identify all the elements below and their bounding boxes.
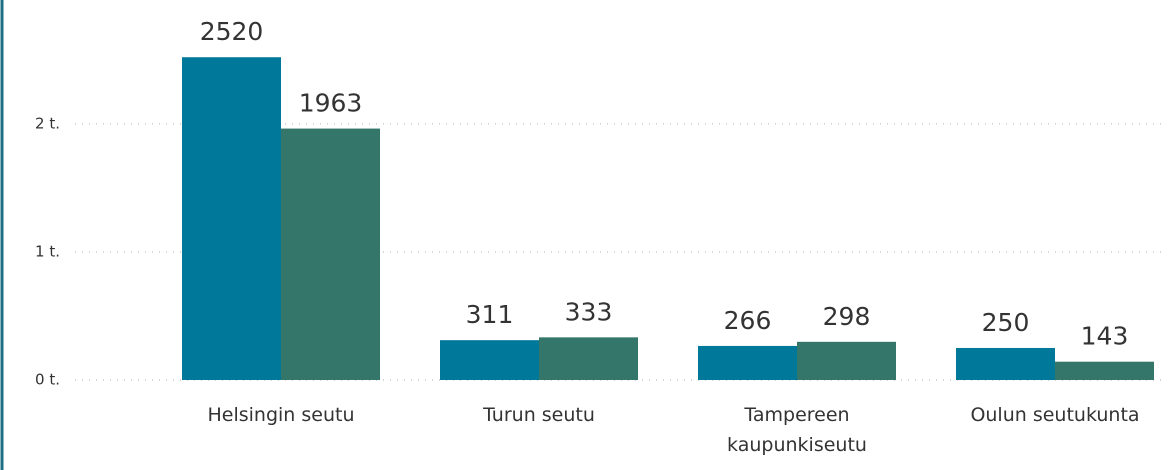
bar: [698, 345, 797, 380]
x-tick-label-box: Oulun seutukunta: [970, 404, 1140, 426]
x-tick-label: Tampereen kaupunkiseutu: [727, 404, 867, 456]
x-tick-label: Oulun seutukunta: [970, 404, 1140, 426]
x-tick-label: Turun seutu: [483, 404, 595, 426]
bar: [440, 340, 539, 380]
bar: [182, 57, 281, 380]
x-tick-label-box: Helsingin seutu: [207, 404, 355, 426]
x-tick-label-box: Turun seutu: [483, 404, 595, 426]
bar: [281, 128, 380, 380]
data-label: 1963: [299, 89, 363, 118]
y-tick-label: 2 t.: [35, 114, 60, 132]
data-label: 143: [1081, 322, 1129, 351]
bar: [1055, 361, 1154, 380]
bar: [539, 337, 638, 380]
bar: [797, 341, 896, 380]
data-label: 250: [982, 308, 1030, 337]
x-tick-label-box: Tampereen kaupunkiseutu: [727, 404, 867, 456]
bar: [956, 347, 1055, 380]
data-label: 311: [466, 300, 514, 329]
data-label: 266: [724, 306, 772, 335]
data-label: 2520: [200, 17, 264, 46]
data-label: 298: [823, 302, 871, 331]
y-tick-label: 1 t.: [35, 242, 60, 260]
data-label: 333: [565, 297, 613, 326]
x-tick-label: Helsingin seutu: [207, 404, 355, 426]
y-tick-label: 0 t.: [35, 371, 60, 389]
